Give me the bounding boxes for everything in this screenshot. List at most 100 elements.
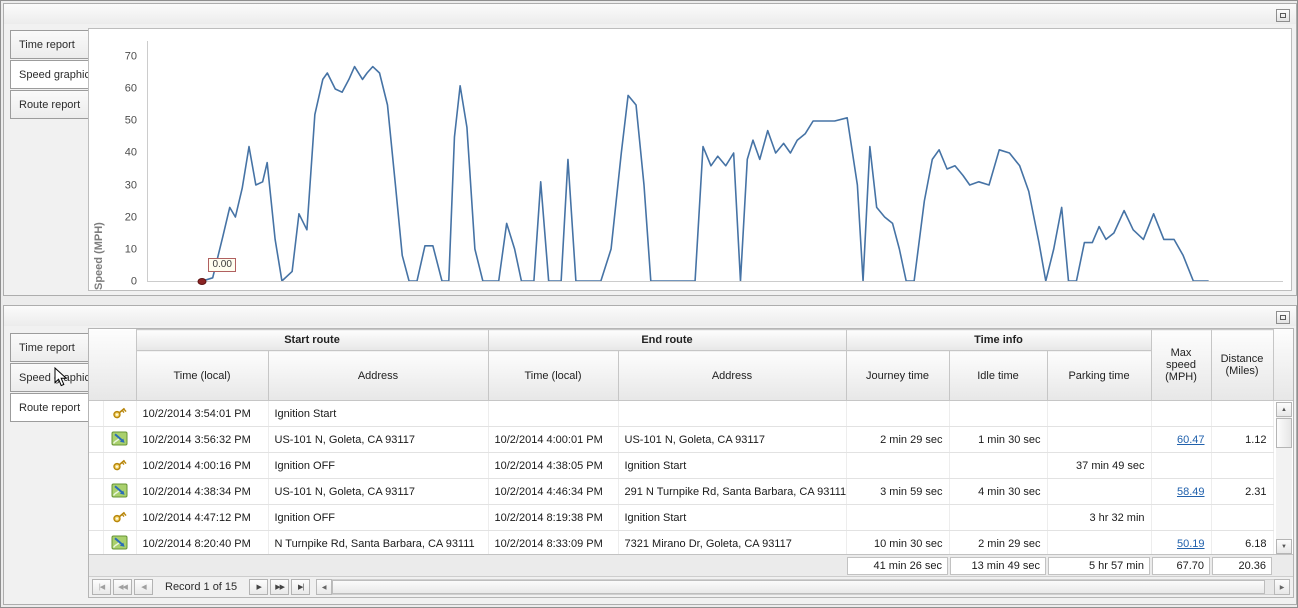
start-time-cell[interactable]: 10/2/2014 4:47:12 PM bbox=[136, 504, 269, 531]
end-time-cell[interactable]: 10/2/2014 4:46:34 PM bbox=[488, 478, 619, 505]
journey-time-cell[interactable] bbox=[846, 504, 950, 531]
collapse-panel-button[interactable] bbox=[1276, 311, 1290, 324]
column-header-start-address[interactable]: Address bbox=[267, 350, 489, 401]
table-row[interactable]: 10/2/2014 8:20:40 PM N Turnpike Rd, Santa… bbox=[89, 530, 1274, 554]
parking-time-cell[interactable] bbox=[1047, 478, 1152, 505]
next-record-button[interactable]: ▶ bbox=[249, 579, 269, 595]
start-time-cell[interactable]: 10/2/2014 4:00:16 PM bbox=[136, 452, 269, 479]
scroll-up-button[interactable]: ▲ bbox=[1276, 402, 1292, 417]
parking-time-cell[interactable] bbox=[1047, 426, 1152, 453]
column-header-end-time[interactable]: Time (local) bbox=[487, 350, 619, 401]
idle-time-cell[interactable] bbox=[949, 452, 1048, 479]
end-time-cell[interactable] bbox=[488, 400, 619, 427]
prior-page-button[interactable]: ◀◀ bbox=[113, 579, 132, 595]
journey-time-cell[interactable]: 3 min 59 sec bbox=[846, 478, 950, 505]
end-address-cell[interactable] bbox=[618, 400, 847, 427]
last-record-button[interactable]: ▶| bbox=[291, 579, 311, 595]
distance-cell[interactable] bbox=[1211, 400, 1274, 427]
idle-time-cell[interactable] bbox=[949, 400, 1048, 427]
journey-time-cell[interactable] bbox=[846, 400, 950, 427]
vertical-scrollbar[interactable]: ▲ ▼ bbox=[1276, 402, 1292, 554]
tab-time-report[interactable]: Time report bbox=[10, 333, 91, 362]
tab-route-report[interactable]: Route report bbox=[10, 393, 91, 422]
end-address-cell[interactable]: US-101 N, Goleta, CA 93117 bbox=[618, 426, 847, 453]
table-row[interactable]: 10/2/2014 4:47:12 PM Ignition OFF 10/2/201… bbox=[89, 504, 1274, 531]
journey-time-cell[interactable]: 10 min 30 sec bbox=[846, 530, 950, 554]
journey-time-cell[interactable] bbox=[846, 452, 950, 479]
table-row[interactable]: 10/2/2014 3:54:01 PM Ignition Start bbox=[89, 400, 1274, 427]
column-group-time-info[interactable]: Time info bbox=[845, 329, 1152, 351]
idle-time-cell[interactable]: 1 min 30 sec bbox=[949, 426, 1048, 453]
max-speed-cell[interactable] bbox=[1151, 400, 1212, 427]
parking-time-cell[interactable] bbox=[1047, 400, 1152, 427]
column-group-start-route[interactable]: Start route bbox=[135, 329, 489, 351]
idle-time-cell[interactable]: 4 min 30 sec bbox=[949, 478, 1048, 505]
max-speed-cell[interactable]: 60.47 bbox=[1151, 426, 1212, 453]
max-speed-link[interactable]: 50.19 bbox=[1176, 537, 1205, 550]
max-speed-link[interactable]: 60.47 bbox=[1176, 433, 1205, 446]
distance-cell[interactable]: 6.18 bbox=[1211, 530, 1274, 554]
start-address-cell[interactable]: Ignition OFF bbox=[268, 452, 489, 479]
end-address-cell[interactable]: 7321 Mirano Dr, Goleta, CA 93117 bbox=[618, 530, 847, 554]
column-header-start-time[interactable]: Time (local) bbox=[135, 350, 269, 401]
column-header-journey-time[interactable]: Journey time bbox=[845, 350, 950, 401]
end-address-cell[interactable]: Ignition Start bbox=[618, 504, 847, 531]
end-time-cell[interactable]: 10/2/2014 4:38:05 PM bbox=[488, 452, 619, 479]
parking-time-cell[interactable] bbox=[1047, 530, 1152, 554]
tab-time-report[interactable]: Time report bbox=[10, 30, 91, 59]
start-address-cell[interactable]: N Turnpike Rd, Santa Barbara, CA 93111 bbox=[268, 530, 489, 554]
column-header-end-address[interactable]: Address bbox=[617, 350, 847, 401]
column-header-distance[interactable]: Distance (Miles) bbox=[1210, 329, 1274, 401]
max-speed-cell[interactable] bbox=[1151, 452, 1212, 479]
parking-time-cell[interactable]: 37 min 49 sec bbox=[1047, 452, 1152, 479]
next-page-button[interactable]: ▶▶ bbox=[270, 579, 290, 595]
start-time-cell[interactable]: 10/2/2014 4:38:34 PM bbox=[136, 478, 269, 505]
end-time-cell[interactable]: 10/2/2014 4:00:01 PM bbox=[488, 426, 619, 453]
collapse-panel-button[interactable] bbox=[1276, 9, 1290, 22]
end-time-cell[interactable]: 10/2/2014 8:33:09 PM bbox=[488, 530, 619, 554]
table-row[interactable]: 10/2/2014 4:00:16 PM Ignition OFF 10/2/201… bbox=[89, 452, 1274, 479]
first-record-button[interactable]: |◀ bbox=[92, 579, 111, 595]
max-speed-cell[interactable] bbox=[1151, 504, 1212, 531]
horizontal-scrollbar-track[interactable] bbox=[332, 579, 1274, 595]
summary-journey-time: 41 min 26 sec bbox=[847, 557, 948, 575]
column-header-idle-time[interactable]: Idle time bbox=[948, 350, 1048, 401]
horizontal-scrollbar[interactable]: ◀ ▶ bbox=[316, 579, 1290, 595]
distance-cell[interactable]: 1.12 bbox=[1211, 426, 1274, 453]
tab-speed-graphic[interactable]: Speed graphic bbox=[10, 363, 91, 392]
end-address-cell[interactable]: Ignition Start bbox=[618, 452, 847, 479]
scroll-right-button[interactable]: ▶ bbox=[1274, 579, 1290, 595]
column-header-parking-time[interactable]: Parking time bbox=[1046, 350, 1152, 401]
start-time-cell[interactable]: 10/2/2014 8:20:40 PM bbox=[136, 530, 269, 554]
idle-time-cell[interactable] bbox=[949, 504, 1048, 531]
max-speed-link[interactable]: 58.49 bbox=[1176, 485, 1205, 498]
parking-time-cell[interactable]: 3 hr 32 min bbox=[1047, 504, 1152, 531]
max-speed-cell[interactable]: 58.49 bbox=[1151, 478, 1212, 505]
start-time-cell[interactable]: 10/2/2014 3:56:32 PM bbox=[136, 426, 269, 453]
horizontal-scrollbar-thumb[interactable] bbox=[332, 580, 1265, 594]
tab-route-report[interactable]: Route report bbox=[10, 90, 91, 119]
scroll-down-button[interactable]: ▼ bbox=[1276, 539, 1292, 554]
end-address-cell[interactable]: 291 N Turnpike Rd, Santa Barbara, CA 931… bbox=[618, 478, 847, 505]
scroll-left-button[interactable]: ◀ bbox=[316, 579, 333, 595]
table-row[interactable]: 10/2/2014 3:56:32 PM US-101 N, Goleta, CA… bbox=[89, 426, 1274, 453]
chart-plot-area[interactable]: 0.00 bbox=[147, 41, 1283, 285]
table-row[interactable]: 10/2/2014 4:38:34 PM US-101 N, Goleta, CA… bbox=[89, 478, 1274, 505]
distance-cell[interactable] bbox=[1211, 452, 1274, 479]
start-address-cell[interactable]: Ignition OFF bbox=[268, 504, 489, 531]
vertical-scrollbar-thumb[interactable] bbox=[1276, 418, 1292, 448]
column-header-max-speed[interactable]: Max speed (MPH) bbox=[1150, 329, 1212, 401]
max-speed-cell[interactable]: 50.19 bbox=[1151, 530, 1212, 554]
end-time-cell[interactable]: 10/2/2014 8:19:38 PM bbox=[488, 504, 619, 531]
start-address-cell[interactable]: US-101 N, Goleta, CA 93117 bbox=[268, 478, 489, 505]
idle-time-cell[interactable]: 2 min 29 sec bbox=[949, 530, 1048, 554]
journey-time-cell[interactable]: 2 min 29 sec bbox=[846, 426, 950, 453]
tab-speed-graphic[interactable]: Speed graphic bbox=[10, 60, 91, 89]
distance-cell[interactable] bbox=[1211, 504, 1274, 531]
distance-cell[interactable]: 2.31 bbox=[1211, 478, 1274, 505]
start-address-cell[interactable]: Ignition Start bbox=[268, 400, 489, 427]
prior-record-button[interactable]: ◀ bbox=[134, 579, 153, 595]
start-address-cell[interactable]: US-101 N, Goleta, CA 93117 bbox=[268, 426, 489, 453]
column-group-end-route[interactable]: End route bbox=[487, 329, 847, 351]
start-time-cell[interactable]: 10/2/2014 3:54:01 PM bbox=[136, 400, 269, 427]
